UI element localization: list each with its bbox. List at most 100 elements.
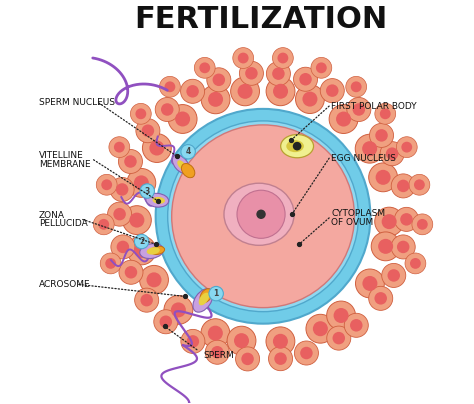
Circle shape	[155, 109, 371, 324]
Circle shape	[142, 124, 154, 137]
Circle shape	[273, 334, 288, 349]
Circle shape	[159, 76, 180, 97]
Text: 4: 4	[185, 147, 191, 156]
Circle shape	[142, 134, 171, 162]
Circle shape	[396, 137, 417, 158]
Circle shape	[295, 85, 324, 114]
Circle shape	[371, 232, 400, 261]
Circle shape	[320, 79, 344, 103]
Circle shape	[266, 77, 295, 106]
Circle shape	[208, 326, 223, 341]
Text: FERTILIZATION: FERTILIZATION	[135, 5, 388, 34]
Circle shape	[139, 265, 168, 294]
Circle shape	[387, 269, 400, 282]
Circle shape	[236, 347, 260, 371]
Circle shape	[351, 81, 362, 92]
Ellipse shape	[146, 194, 169, 207]
Text: 2: 2	[139, 237, 144, 246]
Circle shape	[237, 190, 285, 238]
Circle shape	[100, 253, 121, 274]
Circle shape	[96, 175, 117, 195]
Circle shape	[155, 97, 179, 122]
Circle shape	[125, 266, 137, 278]
Circle shape	[140, 294, 153, 306]
Circle shape	[374, 292, 387, 305]
Circle shape	[380, 108, 391, 119]
Circle shape	[277, 53, 288, 63]
Ellipse shape	[177, 160, 186, 170]
Circle shape	[414, 179, 425, 190]
Circle shape	[375, 103, 396, 124]
Circle shape	[311, 57, 332, 78]
Circle shape	[299, 73, 312, 86]
Circle shape	[353, 103, 365, 116]
Circle shape	[109, 137, 130, 158]
Circle shape	[181, 145, 195, 159]
Text: EGG NUCLEUS: EGG NUCLEUS	[331, 154, 396, 163]
Ellipse shape	[140, 244, 164, 259]
Circle shape	[266, 327, 295, 356]
Circle shape	[397, 180, 410, 192]
Ellipse shape	[182, 164, 195, 178]
Circle shape	[329, 105, 358, 133]
Circle shape	[257, 210, 265, 218]
Circle shape	[181, 79, 205, 103]
Text: CYTOPLASM: CYTOPLASM	[331, 209, 385, 218]
Ellipse shape	[173, 155, 190, 173]
Circle shape	[231, 77, 259, 106]
Circle shape	[391, 174, 415, 198]
Circle shape	[200, 62, 210, 73]
Circle shape	[410, 258, 421, 269]
Circle shape	[168, 105, 197, 133]
Circle shape	[194, 57, 215, 78]
Circle shape	[135, 288, 159, 312]
Circle shape	[397, 241, 410, 253]
Circle shape	[135, 234, 149, 249]
Circle shape	[108, 202, 132, 226]
Circle shape	[207, 68, 231, 92]
Circle shape	[140, 184, 155, 198]
Circle shape	[327, 301, 356, 330]
Circle shape	[356, 269, 384, 298]
Circle shape	[134, 175, 149, 190]
Circle shape	[127, 236, 156, 265]
Circle shape	[149, 141, 164, 156]
Circle shape	[363, 276, 377, 291]
Circle shape	[118, 149, 143, 173]
Circle shape	[233, 48, 254, 68]
Circle shape	[239, 61, 264, 85]
Ellipse shape	[200, 289, 212, 303]
Circle shape	[336, 112, 351, 126]
Text: OF OVUM: OF OVUM	[331, 218, 374, 227]
Text: VITELLINE: VITELLINE	[39, 151, 83, 160]
Circle shape	[412, 214, 433, 235]
Circle shape	[273, 48, 293, 68]
Text: 3: 3	[145, 187, 150, 196]
Circle shape	[164, 81, 175, 92]
Circle shape	[110, 177, 134, 202]
Circle shape	[394, 207, 419, 231]
Circle shape	[117, 241, 129, 253]
Ellipse shape	[224, 183, 294, 245]
Circle shape	[154, 310, 178, 334]
Circle shape	[227, 326, 256, 355]
Circle shape	[380, 142, 404, 166]
Circle shape	[187, 335, 199, 348]
Text: PELLUCIDA: PELLUCIDA	[39, 219, 87, 228]
Ellipse shape	[151, 246, 164, 255]
Text: SPERM: SPERM	[204, 351, 234, 360]
Circle shape	[134, 243, 149, 258]
Circle shape	[172, 125, 355, 307]
Circle shape	[122, 206, 151, 235]
Circle shape	[326, 84, 338, 97]
Circle shape	[269, 347, 292, 371]
Circle shape	[401, 142, 412, 153]
Circle shape	[386, 147, 398, 160]
Circle shape	[124, 155, 137, 168]
Text: FIRST POLAR BODY: FIRST POLAR BODY	[331, 101, 417, 111]
Text: SPERM NUCLEUS: SPERM NUCLEUS	[39, 98, 115, 107]
Text: 1: 1	[214, 289, 219, 298]
Circle shape	[405, 253, 426, 274]
Circle shape	[161, 103, 173, 116]
Circle shape	[171, 303, 186, 318]
